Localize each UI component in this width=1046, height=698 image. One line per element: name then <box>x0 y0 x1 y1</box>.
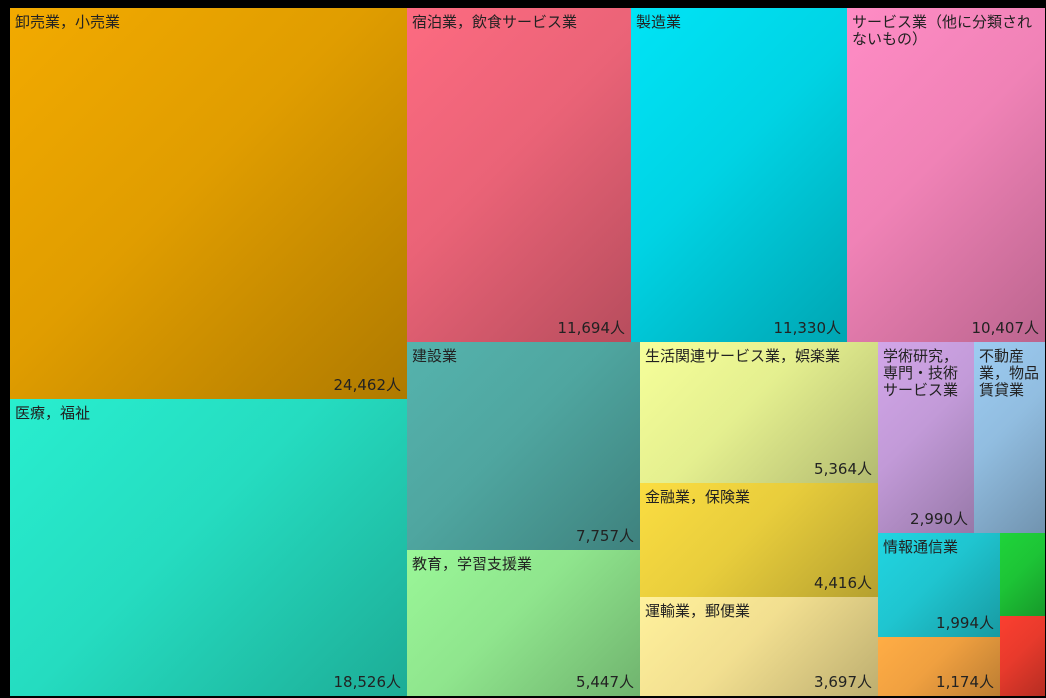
treemap-cell[interactable]: 教育，学習支援業 5,447人 <box>407 550 640 696</box>
cell-value: 3,697人 <box>814 673 872 691</box>
cell-value: 11,330人 <box>773 319 842 337</box>
treemap-cell[interactable]: 卸売業，小売業 24,462人 <box>10 8 407 399</box>
cell-label: 医療，福祉 <box>15 404 91 422</box>
cell-label: 宿泊業，飲食サービス業 <box>412 13 578 31</box>
cell-value: 4,416人 <box>814 574 872 592</box>
cell-label: 学術研究，専門・技術サービス業 <box>883 347 959 399</box>
treemap-cell[interactable]: 1,174人 <box>878 637 1000 696</box>
treemap-cell[interactable]: 金融業，保険業 4,416人 <box>640 483 878 597</box>
cell-value: 5,447人 <box>576 673 634 691</box>
cell-label: 卸売業，小売業 <box>15 13 121 31</box>
cell-value: 24,462人 <box>333 376 402 394</box>
treemap-cell[interactable] <box>1000 616 1045 696</box>
cell-label: 教育，学習支援業 <box>412 555 533 573</box>
cell-value: 5,364人 <box>814 460 872 478</box>
treemap-cell[interactable]: 不動産業，物品賃貸業 <box>974 342 1045 533</box>
cell-label: 不動産業，物品賃貸業 <box>979 347 1040 399</box>
cell-label: 建設業 <box>412 347 458 365</box>
cell-value: 10,407人 <box>971 319 1040 337</box>
cell-label: 金融業，保険業 <box>645 488 751 506</box>
treemap-cell[interactable]: 生活関連サービス業，娯楽業 5,364人 <box>640 342 878 483</box>
cell-value: 1,994人 <box>936 614 994 632</box>
treemap-cell[interactable]: 学術研究，専門・技術サービス業 2,990人 <box>878 342 974 533</box>
treemap-chart: 卸売業，小売業 24,462人医療，福祉 18,526人 宿泊業，飲食サービス業 11,… <box>10 8 1045 696</box>
cell-label: 情報通信業 <box>883 538 959 556</box>
cell-label: 生活関連サービス業，娯楽業 <box>645 347 841 365</box>
cell-value: 2,990人 <box>910 510 968 528</box>
treemap-cell[interactable] <box>1000 533 1045 616</box>
treemap-cell[interactable]: サービス業（他に分類されないもの） 10,407人 <box>847 8 1045 342</box>
cell-value: 11,694人 <box>557 319 626 337</box>
cell-value: 7,757人 <box>576 527 634 545</box>
treemap-cell[interactable]: 製造業 11,330人 <box>631 8 847 342</box>
treemap-cell[interactable]: 建設業 7,757人 <box>407 342 640 550</box>
treemap-cell[interactable]: 宿泊業，飲食サービス業 11,694人 <box>407 8 631 342</box>
cell-value: 18,526人 <box>333 673 402 691</box>
treemap-cell[interactable]: 運輸業，郵便業 3,697人 <box>640 597 878 696</box>
cell-value: 1,174人 <box>936 673 994 691</box>
treemap-cell[interactable]: 医療，福祉 18,526人 <box>10 399 407 696</box>
treemap-cell[interactable]: 情報通信業 1,994人 <box>878 533 1000 637</box>
cell-label: 運輸業，郵便業 <box>645 602 751 620</box>
cell-label: サービス業（他に分類されないもの） <box>852 13 1033 48</box>
cell-label: 製造業 <box>636 13 682 31</box>
